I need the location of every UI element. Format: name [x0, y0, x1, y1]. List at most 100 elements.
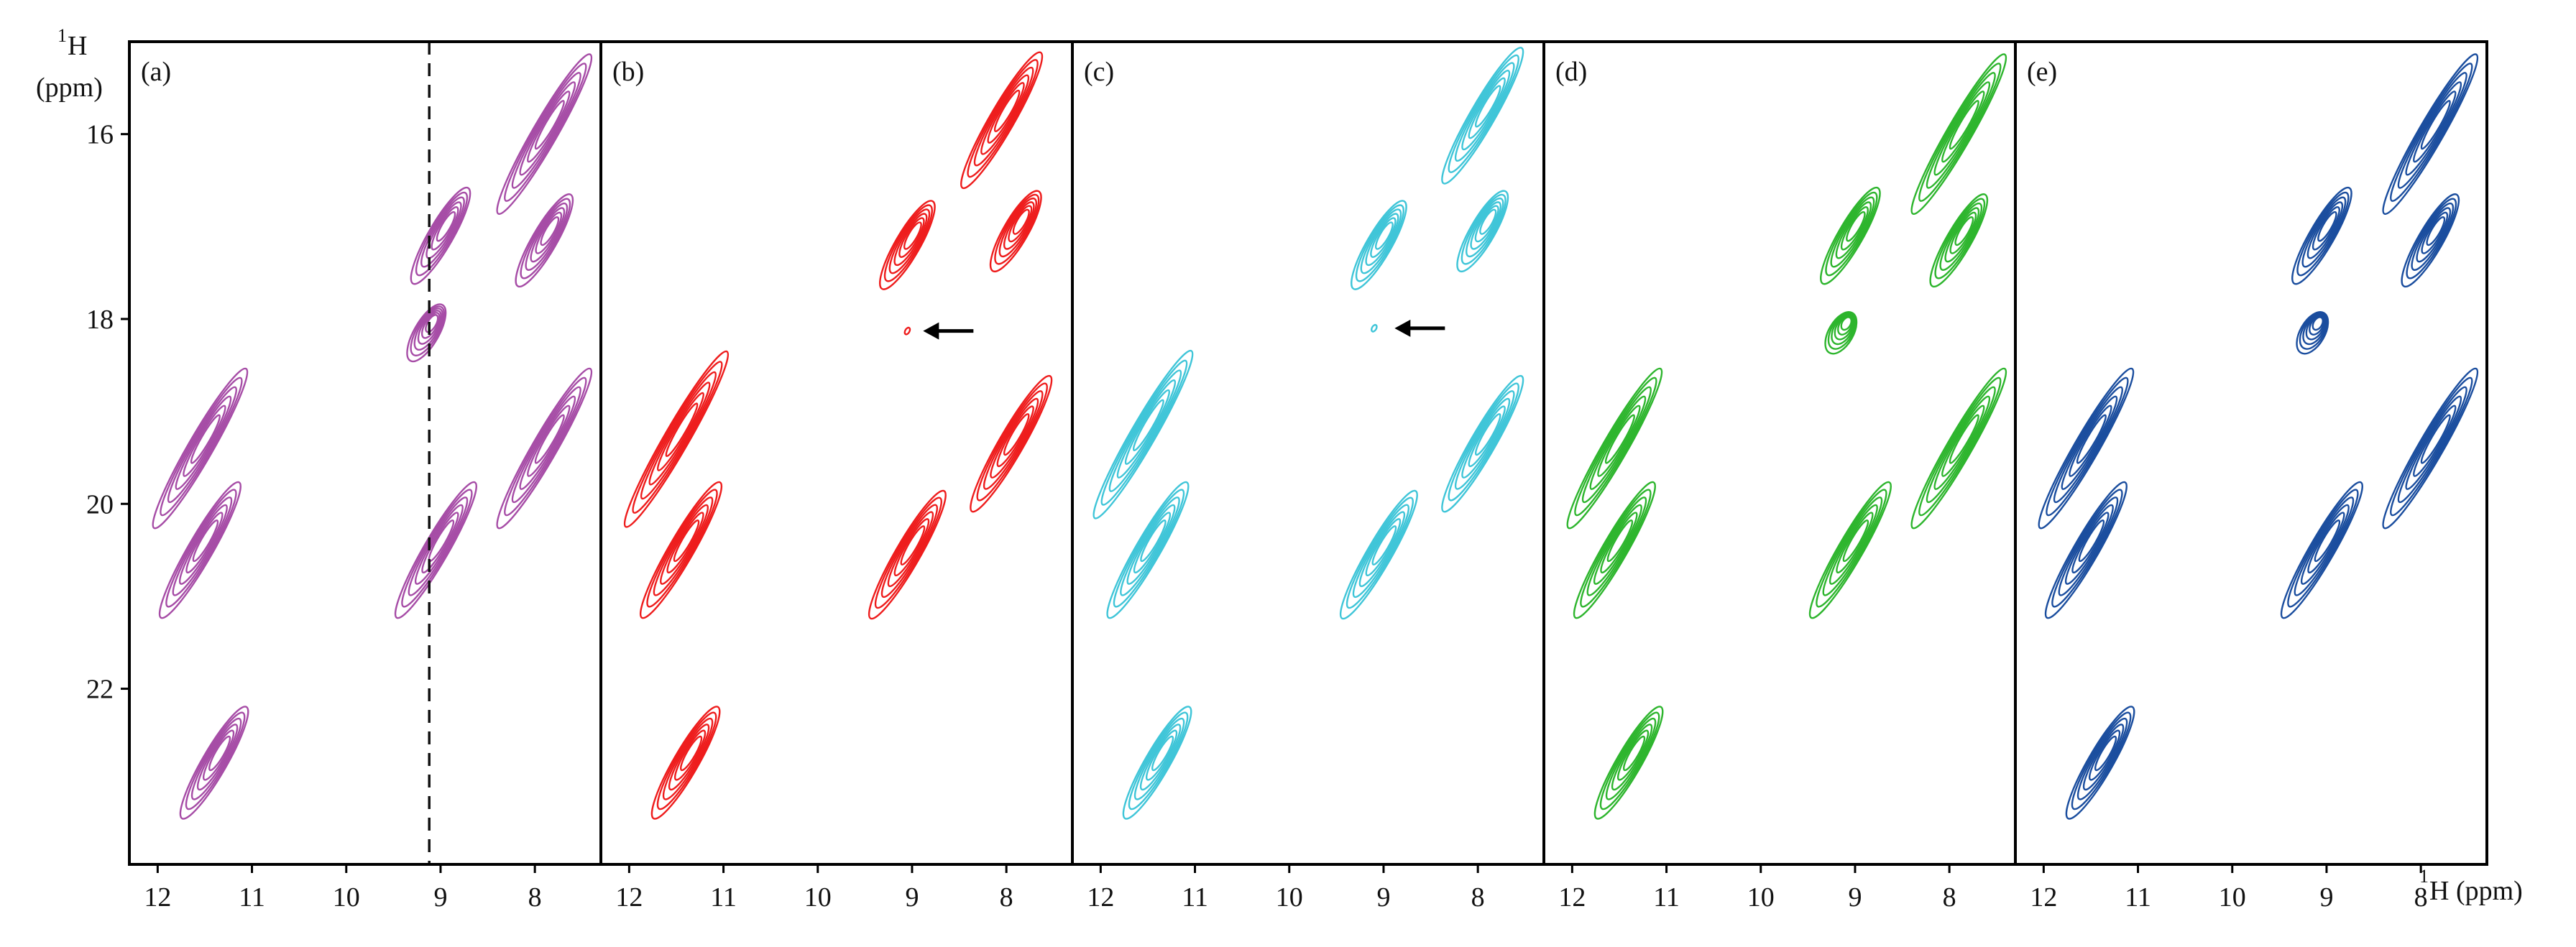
contour-level: [2301, 196, 2347, 268]
contour-level: [1837, 315, 1854, 336]
contour-level: [983, 390, 1044, 490]
contour-level: [1593, 504, 1642, 585]
contour-level: [2038, 367, 2135, 530]
contour-level: [648, 382, 711, 486]
contour-level: [2291, 186, 2352, 285]
contour-level: [987, 82, 1025, 144]
contour-level: [1474, 413, 1501, 456]
x-tick-label: 8: [1943, 882, 1956, 913]
x-tick-label: 12: [1087, 882, 1114, 913]
contour-peak: [158, 481, 242, 619]
contour-level: [994, 193, 1040, 265]
contour-level: [1370, 323, 1378, 333]
contour-level: [534, 100, 565, 150]
contour-peak: [1106, 481, 1190, 619]
contour-level: [1616, 729, 1650, 781]
contour-level: [417, 310, 442, 345]
contour-level: [666, 512, 704, 574]
contour-level: [2094, 735, 2117, 772]
x-tick-label: 10: [2219, 882, 2246, 913]
contour-peak: [960, 51, 1044, 190]
contour-level: [1474, 85, 1501, 128]
contour-level: [1370, 217, 1397, 258]
contour-level: [2296, 311, 2329, 355]
contour-level: [1012, 208, 1030, 235]
contour-level: [1108, 369, 1182, 492]
contour-level: [2061, 395, 2118, 490]
contour-level: [2421, 211, 2449, 254]
contour-level: [1122, 706, 1192, 820]
contour-level: [1918, 377, 2002, 517]
contour-level: [152, 367, 249, 530]
contour-level: [185, 512, 224, 574]
contour-peak: [1122, 706, 1192, 820]
contour-peak: [2296, 311, 2329, 355]
contour-level: [1840, 206, 1869, 251]
arrow-marker: [923, 322, 974, 340]
contour-peak: [410, 186, 472, 285]
x-tick-label: 10: [333, 882, 360, 913]
x-tick-label: 9: [433, 882, 447, 913]
y-tick-label: 22: [86, 675, 114, 705]
contour-level: [2287, 489, 2359, 608]
y-tick-label: 16: [86, 120, 114, 150]
contour-level: [996, 405, 1034, 468]
contour-peak: [650, 706, 721, 820]
contour-level: [673, 519, 700, 563]
contour-level: [1933, 395, 1991, 490]
contour-level: [1468, 405, 1506, 468]
contour-peak: [879, 200, 936, 290]
contour-level: [2306, 201, 2344, 259]
contour-level: [1933, 81, 1991, 176]
contour-level: [527, 405, 571, 477]
contour-level: [2296, 191, 2350, 277]
contour-peak: [515, 193, 574, 288]
panel-label: (a): [141, 57, 171, 87]
contour-level: [1929, 193, 1989, 288]
contour-level: [1468, 77, 1506, 139]
x-tick-label: 10: [804, 882, 832, 913]
contour-peak: [1910, 367, 2007, 530]
contour-level: [192, 519, 219, 563]
contour-level: [1003, 201, 1035, 250]
contour-level: [2416, 207, 2452, 263]
contour-level: [1106, 481, 1190, 619]
contour-level: [2046, 377, 2129, 517]
contour-level: [1573, 481, 1656, 619]
contour-level: [632, 361, 723, 514]
contour-level: [185, 711, 246, 810]
contour-level: [656, 711, 717, 810]
contour-level: [893, 213, 928, 267]
contour-level: [970, 374, 1053, 513]
contour-level: [496, 53, 593, 216]
contour-level: [2420, 414, 2451, 464]
peak-group: [152, 53, 593, 820]
contour-level: [2382, 53, 2479, 216]
contour-level: [998, 197, 1037, 258]
contour-level: [1120, 496, 1180, 596]
spectrum-panel: (c) 12 11 10 9 8: [1071, 40, 1545, 913]
contour-level: [868, 489, 947, 620]
contour-level: [1003, 413, 1030, 456]
contour-level: [1824, 311, 1858, 355]
contour-level: [656, 392, 704, 471]
contour-level: [653, 496, 714, 596]
contour-level: [1352, 504, 1410, 599]
contour-level: [1954, 216, 1974, 246]
contour-level: [1949, 414, 1979, 464]
contour-level: [425, 314, 439, 333]
x-tick-label: 10: [1276, 882, 1303, 913]
contour-level: [1910, 367, 2007, 530]
contour-peak: [1573, 481, 1656, 619]
contour-level: [1456, 190, 1509, 273]
contour-level: [980, 74, 1030, 155]
contour-level: [898, 217, 925, 258]
contour-level: [158, 481, 242, 619]
contour-level: [1934, 198, 1986, 280]
x-tick-label: 11: [710, 882, 737, 913]
contour-level: [1827, 312, 1857, 350]
contour-level: [1842, 519, 1869, 563]
contour-peak: [2291, 186, 2352, 285]
y-axis-unit: (ppm): [36, 73, 103, 103]
